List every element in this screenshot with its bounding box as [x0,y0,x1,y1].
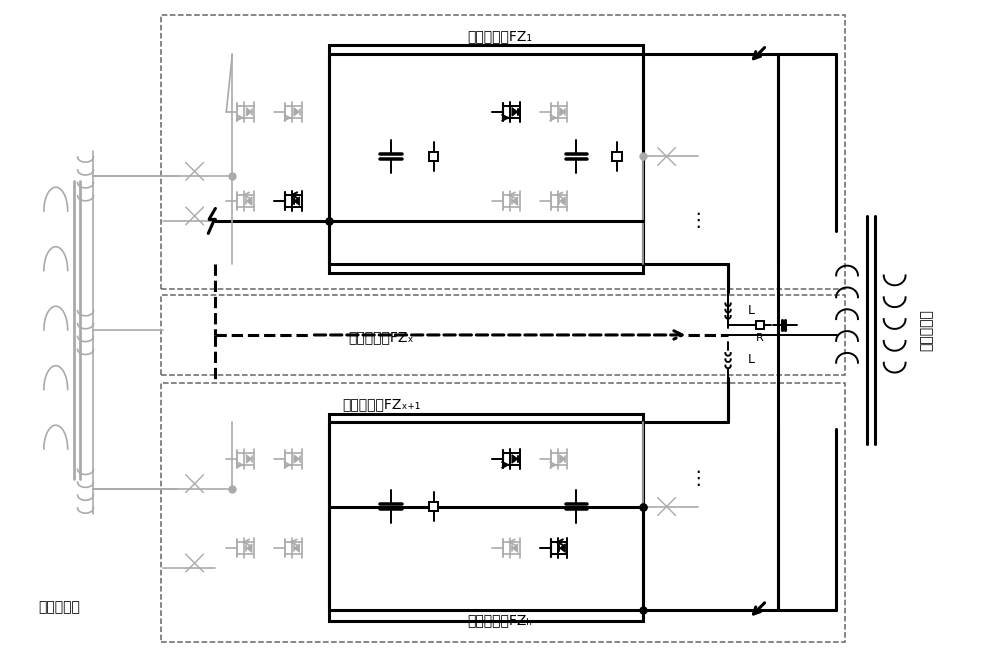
Polygon shape [512,108,518,116]
Polygon shape [512,455,518,463]
Text: L: L [748,353,755,366]
Bar [329,414,643,620]
Text: ⋮: ⋮ [689,211,708,230]
Polygon shape [559,197,565,205]
Text: R: R [756,333,764,343]
Polygon shape [294,197,300,205]
Bar [161,383,845,642]
Bar [161,15,845,289]
Polygon shape [294,197,300,205]
Polygon shape [246,108,252,116]
Polygon shape [559,455,565,463]
Polygon shape [246,544,252,552]
Text: ⋮: ⋮ [689,469,708,488]
Polygon shape [559,544,565,552]
Polygon shape [246,197,252,205]
Polygon shape [512,455,518,463]
Polygon shape [512,108,518,116]
Bar [161,295,845,375]
Text: 输出变压器: 输出变压器 [919,309,933,351]
Bar [612,152,622,161]
Bar [429,502,438,512]
Polygon shape [246,455,252,463]
Bar [329,46,643,273]
Text: L: L [748,304,755,317]
Bar [429,152,438,161]
Polygon shape [559,108,565,116]
Polygon shape [294,544,300,552]
Text: 背靠背阀组FZ₁: 背靠背阀组FZ₁ [467,30,532,44]
Polygon shape [512,197,518,205]
Polygon shape [512,544,518,552]
Text: 背靠背阀组FZₕ: 背靠背阀组FZₕ [467,614,532,628]
Polygon shape [294,108,300,116]
Text: 背靠背阀组FZₓ₊₁: 背靠背阀组FZₓ₊₁ [342,397,420,411]
Text: 背靠背阀组FZₓ: 背靠背阀组FZₓ [348,330,414,344]
Polygon shape [559,544,565,552]
Polygon shape [294,455,300,463]
Bar [756,321,764,329]
Text: 输入变压器: 输入变压器 [38,601,80,614]
